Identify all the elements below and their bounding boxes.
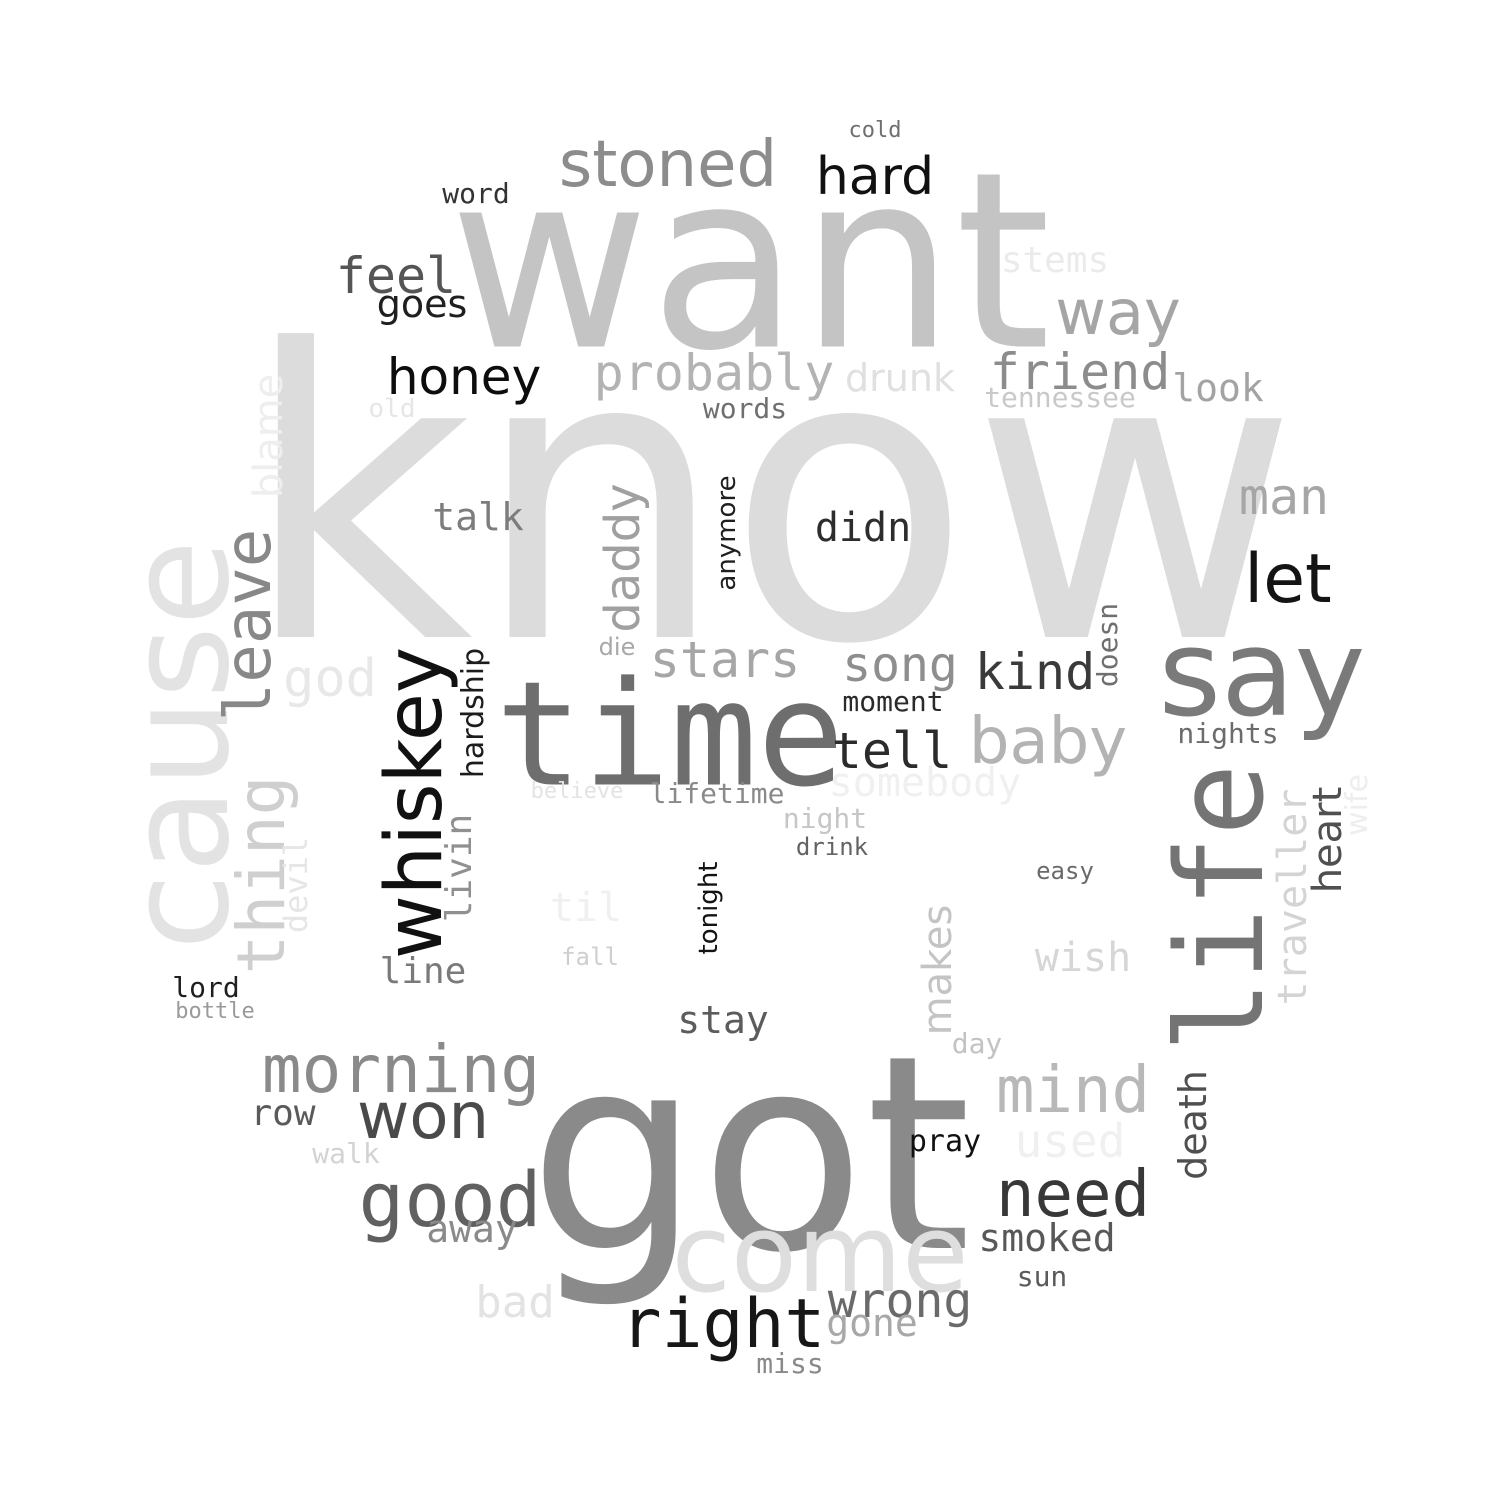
word-say: say [1158, 605, 1366, 744]
word-bad: bad [475, 1277, 555, 1328]
word-time: time [495, 650, 845, 820]
word-look: look [1172, 366, 1264, 410]
word-tell: tell [831, 722, 953, 780]
word-morning: morning [261, 1031, 541, 1108]
word-bottle: bottle [175, 999, 255, 1024]
word-moment: moment [842, 685, 944, 718]
word-stay: stay [677, 998, 769, 1042]
word-tennessee: tennessee [984, 381, 1136, 414]
word-words: words [702, 392, 788, 425]
word-baby: baby [968, 705, 1128, 779]
word-come: come [671, 1192, 969, 1317]
word-lifetime: lifetime [649, 777, 785, 810]
word-probably: probably [593, 344, 835, 402]
word-let: let [1244, 540, 1332, 619]
word-wife: wife [1340, 774, 1375, 836]
word-blame: blame [246, 373, 292, 499]
word-word: word [442, 177, 510, 210]
word-way: way [1055, 276, 1181, 349]
word-day: day [951, 1027, 1003, 1060]
word-doesn: doesn [1091, 602, 1124, 688]
word-line: line [379, 951, 467, 992]
word-fall: fall [561, 943, 619, 971]
word-pray: pray [908, 1124, 982, 1159]
word-man: man [1238, 468, 1330, 526]
word-cold: cold [848, 118, 902, 143]
word-got: got [528, 997, 972, 1312]
word-stems: stems [1000, 240, 1110, 281]
word-tonight: tonight [694, 861, 724, 955]
word-mind: mind [995, 1054, 1151, 1128]
word-traveller: traveller [1270, 788, 1316, 1006]
word-feel: feel [335, 247, 457, 305]
word-death: death [1171, 1070, 1215, 1180]
word-stoned: stoned [558, 128, 778, 202]
word-anymore: anymore [712, 475, 742, 591]
word-life: life [1152, 763, 1291, 1053]
word-gone: gone [826, 1301, 918, 1345]
word-walk: walk [312, 1137, 380, 1170]
word-old: old [368, 394, 416, 424]
word-easy: easy [1036, 857, 1094, 885]
word-drink: drink [795, 833, 869, 861]
word-night: night [782, 802, 868, 835]
word-lord: lord [172, 971, 240, 1004]
word-die: die [598, 633, 636, 661]
word-smoked: smoked [978, 1216, 1116, 1260]
word-talk: talk [432, 495, 524, 539]
word-want: want [449, 119, 1051, 405]
word-somebody: somebody [828, 760, 1022, 806]
word-hard: hard [815, 147, 935, 207]
word-friend: friend [989, 343, 1171, 401]
word-believe: believe [530, 779, 624, 804]
word-good: good [358, 1155, 542, 1244]
word-leave: leave [212, 528, 286, 722]
word-won: won [356, 1080, 490, 1154]
word-devil: devil [277, 836, 315, 934]
word-song: song [842, 637, 958, 693]
word-daddy: daddy [595, 483, 651, 633]
word-miss: miss [756, 1347, 824, 1380]
word-didn: didn [814, 505, 912, 551]
word-livin: livin [439, 813, 480, 923]
word-drunk: drunk [845, 356, 955, 400]
word-honey: honey [386, 348, 542, 406]
word-nights: nights [1177, 717, 1279, 750]
word-kind: kind [974, 643, 1096, 701]
word-goes: goes [376, 282, 468, 326]
word-row: row [250, 1093, 316, 1134]
word-god: god [283, 649, 377, 709]
word-wrong: wrong [827, 1273, 973, 1329]
word-sun: sun [1016, 1260, 1068, 1293]
word-makes: makes [915, 904, 961, 1036]
word-used: used [1014, 1114, 1126, 1168]
word-need: need [995, 1158, 1151, 1232]
word-know: know [241, 267, 1299, 732]
word-right: right [620, 1285, 826, 1364]
word-wish: wish [1034, 935, 1132, 981]
word-away: away [426, 1207, 518, 1251]
word-til: til [549, 885, 623, 931]
word-stars: stars [649, 631, 801, 689]
word-hardship: hardship [456, 647, 491, 779]
